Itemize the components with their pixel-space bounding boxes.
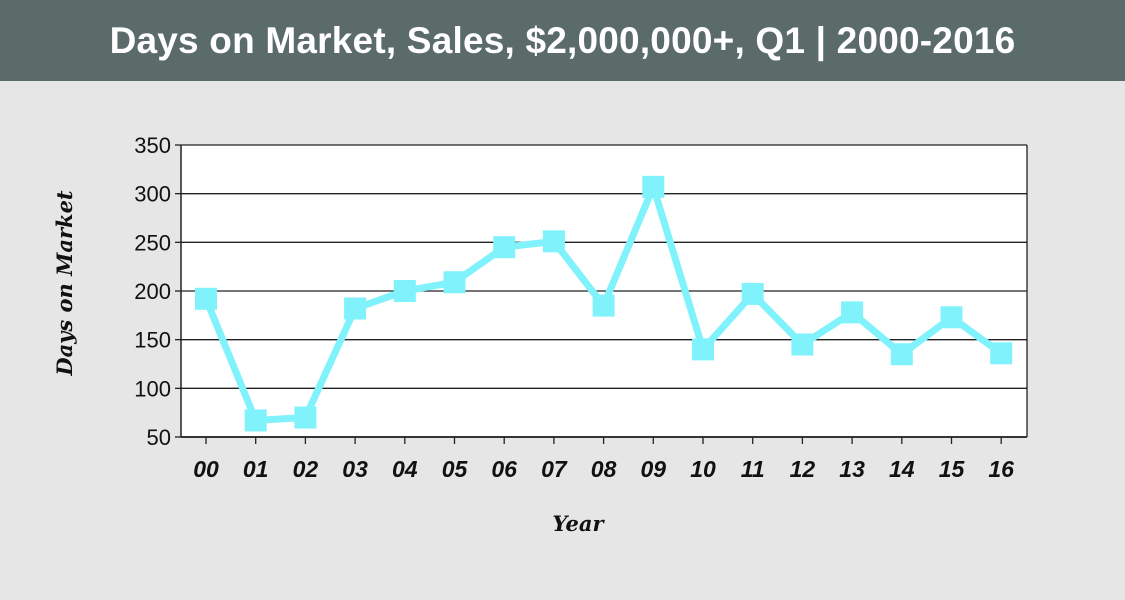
- x-tick-label: 00: [193, 456, 219, 482]
- data-point: [344, 297, 367, 320]
- y-tick-label: 300: [134, 182, 171, 207]
- y-tick-label: 200: [134, 279, 171, 304]
- x-tick-label: 12: [790, 456, 816, 482]
- chart-header: Days on Market, Sales, $2,000,000+, Q1 |…: [0, 0, 1125, 81]
- data-point: [940, 306, 963, 329]
- data-point: [990, 342, 1013, 365]
- chart-title: Days on Market, Sales, $2,000,000+, Q1 |…: [109, 19, 1016, 61]
- x-tick-label: 13: [839, 456, 865, 482]
- data-point: [443, 271, 466, 294]
- y-axis-ticks: 50 100 150 200 250 300 350: [134, 133, 181, 450]
- data-point: [741, 282, 764, 305]
- y-tick-label: 150: [134, 328, 171, 353]
- x-tick-label: 09: [641, 456, 667, 482]
- x-tick-label: 03: [342, 456, 368, 482]
- x-tick-label: 01: [243, 456, 269, 482]
- data-point: [244, 409, 267, 432]
- x-tick-label: 08: [591, 456, 617, 482]
- data-point: [791, 333, 814, 356]
- y-tick-label: 350: [134, 133, 171, 158]
- data-point: [592, 294, 615, 317]
- data-point: [642, 175, 665, 198]
- data-point: [294, 406, 317, 429]
- x-tick-label: 06: [491, 456, 517, 482]
- x-tick-label: 14: [889, 456, 915, 482]
- x-axis-ticks: 00 01 02 03 04 05 06 07 08 09 10 11 12 13 14 15 16: [193, 437, 1014, 482]
- data-point: [692, 338, 714, 361]
- data-point: [393, 280, 416, 302]
- data-point: [841, 301, 864, 324]
- x-tick-label: 15: [939, 456, 966, 482]
- x-axis-label: Year: [552, 511, 605, 536]
- x-tick-label: 05: [442, 456, 469, 482]
- x-tick-label: 16: [988, 456, 1014, 482]
- data-point: [493, 236, 516, 259]
- x-tick-label: 10: [690, 456, 716, 482]
- x-tick-label: 11: [741, 456, 765, 482]
- y-tick-label: 100: [134, 376, 171, 401]
- x-tick-label: 04: [392, 456, 418, 482]
- x-tick-label: 02: [293, 456, 319, 482]
- y-tick-label: 250: [134, 230, 171, 255]
- data-point: [195, 287, 217, 310]
- data-point: [890, 343, 913, 366]
- series-layer: [195, 175, 1013, 432]
- data-point: [542, 230, 565, 253]
- x-tick-label: 07: [541, 456, 568, 482]
- y-tick-label: 50: [147, 425, 171, 450]
- y-axis-label: Days on Market: [52, 190, 77, 377]
